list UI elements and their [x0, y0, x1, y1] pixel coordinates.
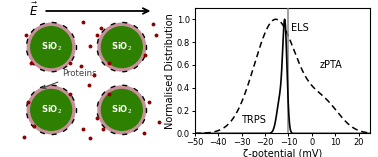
Circle shape: [101, 89, 142, 130]
Circle shape: [27, 86, 75, 134]
Text: SiO$_2$: SiO$_2$: [40, 41, 62, 53]
Circle shape: [101, 27, 142, 68]
Circle shape: [98, 23, 146, 71]
Text: $\vec{E}$: $\vec{E}$: [29, 3, 39, 19]
Circle shape: [98, 86, 146, 134]
Y-axis label: Normalised Distribution: Normalised Distribution: [165, 13, 175, 129]
Text: zPTA: zPTA: [320, 60, 343, 70]
Circle shape: [31, 27, 71, 68]
Circle shape: [27, 23, 75, 71]
X-axis label: ζ-potential (mV): ζ-potential (mV): [243, 149, 322, 157]
Text: Proteins: Proteins: [42, 69, 97, 88]
Circle shape: [31, 89, 71, 130]
Text: SiO$_2$: SiO$_2$: [111, 41, 132, 53]
Text: ELS: ELS: [291, 23, 309, 33]
Text: SiO$_2$: SiO$_2$: [40, 104, 62, 116]
Text: TRPS: TRPS: [241, 115, 266, 125]
Text: SiO$_2$: SiO$_2$: [111, 104, 132, 116]
